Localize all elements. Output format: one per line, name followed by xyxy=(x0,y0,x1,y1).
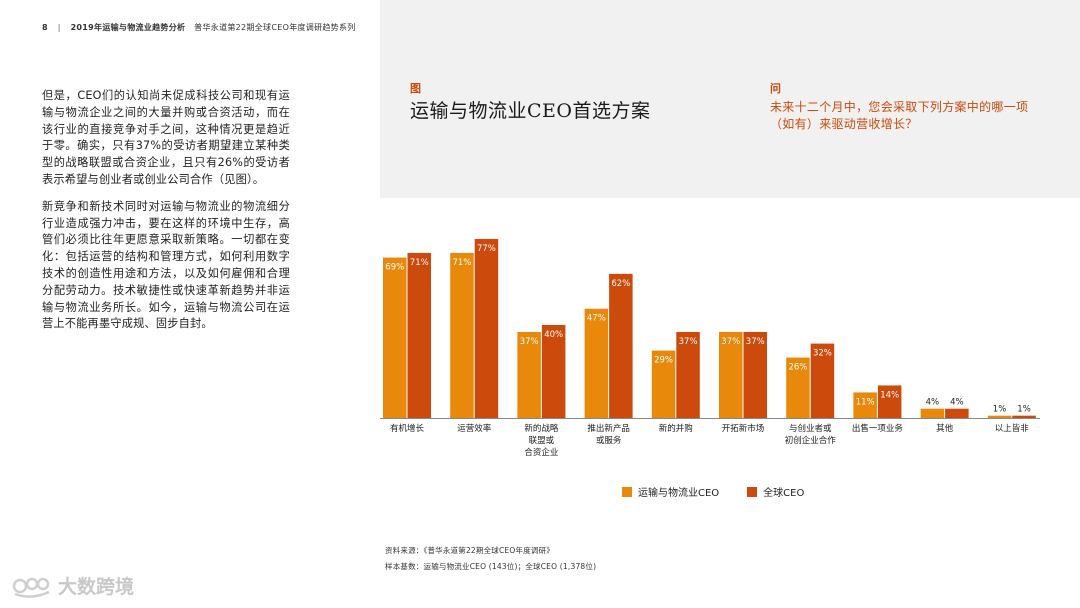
bar-transport-1 xyxy=(450,252,474,418)
body-text: 但是，CEO们的认知尚未促成科技公司和现有运输与物流企业之间的大量并购或合资活动… xyxy=(42,88,290,343)
bar-global-6 xyxy=(810,343,835,418)
figure-title: 运输与物流业CEO首选方案 xyxy=(410,100,651,122)
data-label-transport-2: 37% xyxy=(520,337,539,347)
series-title: 普华永道第22期全球CEO年度调研趋势系列 xyxy=(194,23,356,32)
watermark: 大数跨境 xyxy=(12,572,134,599)
bar-transport-6 xyxy=(786,357,810,418)
chart-legend: 运输与物流业CEO 全球CEO xyxy=(622,484,804,499)
legend-item-global: 全球CEO xyxy=(747,484,804,499)
category-label-3-1: 或服务 xyxy=(596,435,622,446)
data-label-global-7: 14% xyxy=(880,390,899,400)
category-label-2-0: 新的战略 xyxy=(524,423,559,434)
data-label-global-1: 77% xyxy=(477,244,496,254)
page-header: 8 | 2019年运输与物流业趋势分析 普华永道第22期全球CEO年度调研趋势系… xyxy=(42,22,356,33)
legend-label-global: 全球CEO xyxy=(763,488,805,499)
category-label-5-0: 开拓新市场 xyxy=(722,423,765,434)
category-label-6-1: 初创企业合作 xyxy=(785,435,837,446)
sample-line: 样本基数：运输与物流业CEO (143位)；全球CEO (1,378位) xyxy=(385,562,597,571)
bar-transport-4 xyxy=(651,350,676,418)
data-label-global-2: 40% xyxy=(544,330,563,340)
bar-global-1 xyxy=(474,238,499,418)
bar-global-7 xyxy=(877,385,902,418)
bar-transport-8 xyxy=(920,408,945,418)
paragraph-1: 但是，CEO们的认知尚未促成科技公司和现有运输与物流企业之间的大量并购或合资活动… xyxy=(42,89,290,186)
question-label: 问 xyxy=(770,82,781,95)
figure-label: 图 xyxy=(410,82,421,95)
watermark-text: 大数跨境 xyxy=(58,576,135,598)
bar-transport-7 xyxy=(853,392,877,418)
data-label-global-4: 37% xyxy=(679,337,698,347)
source-line: 资料来源：《普华永道第22期全球CEO年度调研》 xyxy=(385,546,554,555)
data-label-global-3: 62% xyxy=(611,279,630,289)
category-label-1-0: 运营效率 xyxy=(457,423,492,434)
data-label-transport-3: 47% xyxy=(587,314,606,324)
source-note: 资料来源：《普华永道第22期全球CEO年度调研》 样本基数：运输与物流业CEO … xyxy=(385,543,596,575)
data-label-transport-6: 26% xyxy=(788,363,807,373)
data-label-global-8: 4% xyxy=(950,398,964,408)
bar-global-4 xyxy=(676,331,700,418)
header-separator: | xyxy=(57,23,61,32)
category-label-9-0: 以上皆非 xyxy=(995,423,1030,434)
legend-swatch-global xyxy=(747,486,758,497)
data-label-transport-7: 11% xyxy=(856,397,875,407)
page-number: 8 xyxy=(42,23,48,32)
category-label-0-0: 有机增长 xyxy=(390,423,425,434)
category-label-6-0: 与创业者或 xyxy=(789,423,832,434)
bar-global-2 xyxy=(541,325,566,418)
data-label-transport-5: 37% xyxy=(721,337,740,347)
watermark-logo-icon xyxy=(12,574,52,598)
category-label-8-0: 其他 xyxy=(936,423,954,434)
section-title: 2019年运输与物流业趋势分析 xyxy=(70,23,186,32)
paragraph-2: 新竞争和新技术同时对运输与物流业的物流细分行业造成强力冲击，要在这样的环境中生存… xyxy=(42,199,290,331)
data-label-global-9: 1% xyxy=(1017,405,1031,415)
bar-transport-0 xyxy=(383,257,407,418)
category-label-2-1: 联盟或 xyxy=(529,435,555,446)
bar-global-8 xyxy=(945,408,969,418)
data-label-transport-1: 71% xyxy=(452,258,471,268)
bar-global-9 xyxy=(1012,415,1036,418)
data-label-transport-9: 1% xyxy=(993,405,1007,415)
data-label-global-6: 32% xyxy=(813,349,832,359)
data-label-global-5: 37% xyxy=(746,337,765,347)
bar-transport-5 xyxy=(719,331,743,418)
title-panel xyxy=(380,0,1080,198)
bar-global-3 xyxy=(609,273,633,418)
question-text: 未来十二个月中，您会采取下列方案中的哪一项（如有）来驱动营收增长？ xyxy=(770,100,1029,131)
data-label-global-0: 71% xyxy=(410,258,429,268)
category-label-2-2: 合资企业 xyxy=(524,447,558,458)
legend-label-transport: 运输与物流业CEO xyxy=(638,488,720,499)
bar-transport-9 xyxy=(987,415,1012,418)
data-label-transport-0: 69% xyxy=(385,263,404,273)
data-label-transport-8: 4% xyxy=(926,398,940,408)
legend-swatch-transport xyxy=(622,486,632,497)
category-label-7-0: 出售一项业务 xyxy=(852,423,904,434)
legend-item-transport: 运输与物流业CEO xyxy=(622,484,719,499)
bar-global-0 xyxy=(407,252,431,418)
data-label-transport-4: 29% xyxy=(654,356,673,366)
bar-transport-2 xyxy=(517,331,541,418)
category-label-4-0: 新的并购 xyxy=(659,423,693,434)
category-label-3-0: 推出新产品 xyxy=(587,423,630,434)
bar-global-5 xyxy=(743,331,767,418)
bar-transport-3 xyxy=(584,308,609,418)
